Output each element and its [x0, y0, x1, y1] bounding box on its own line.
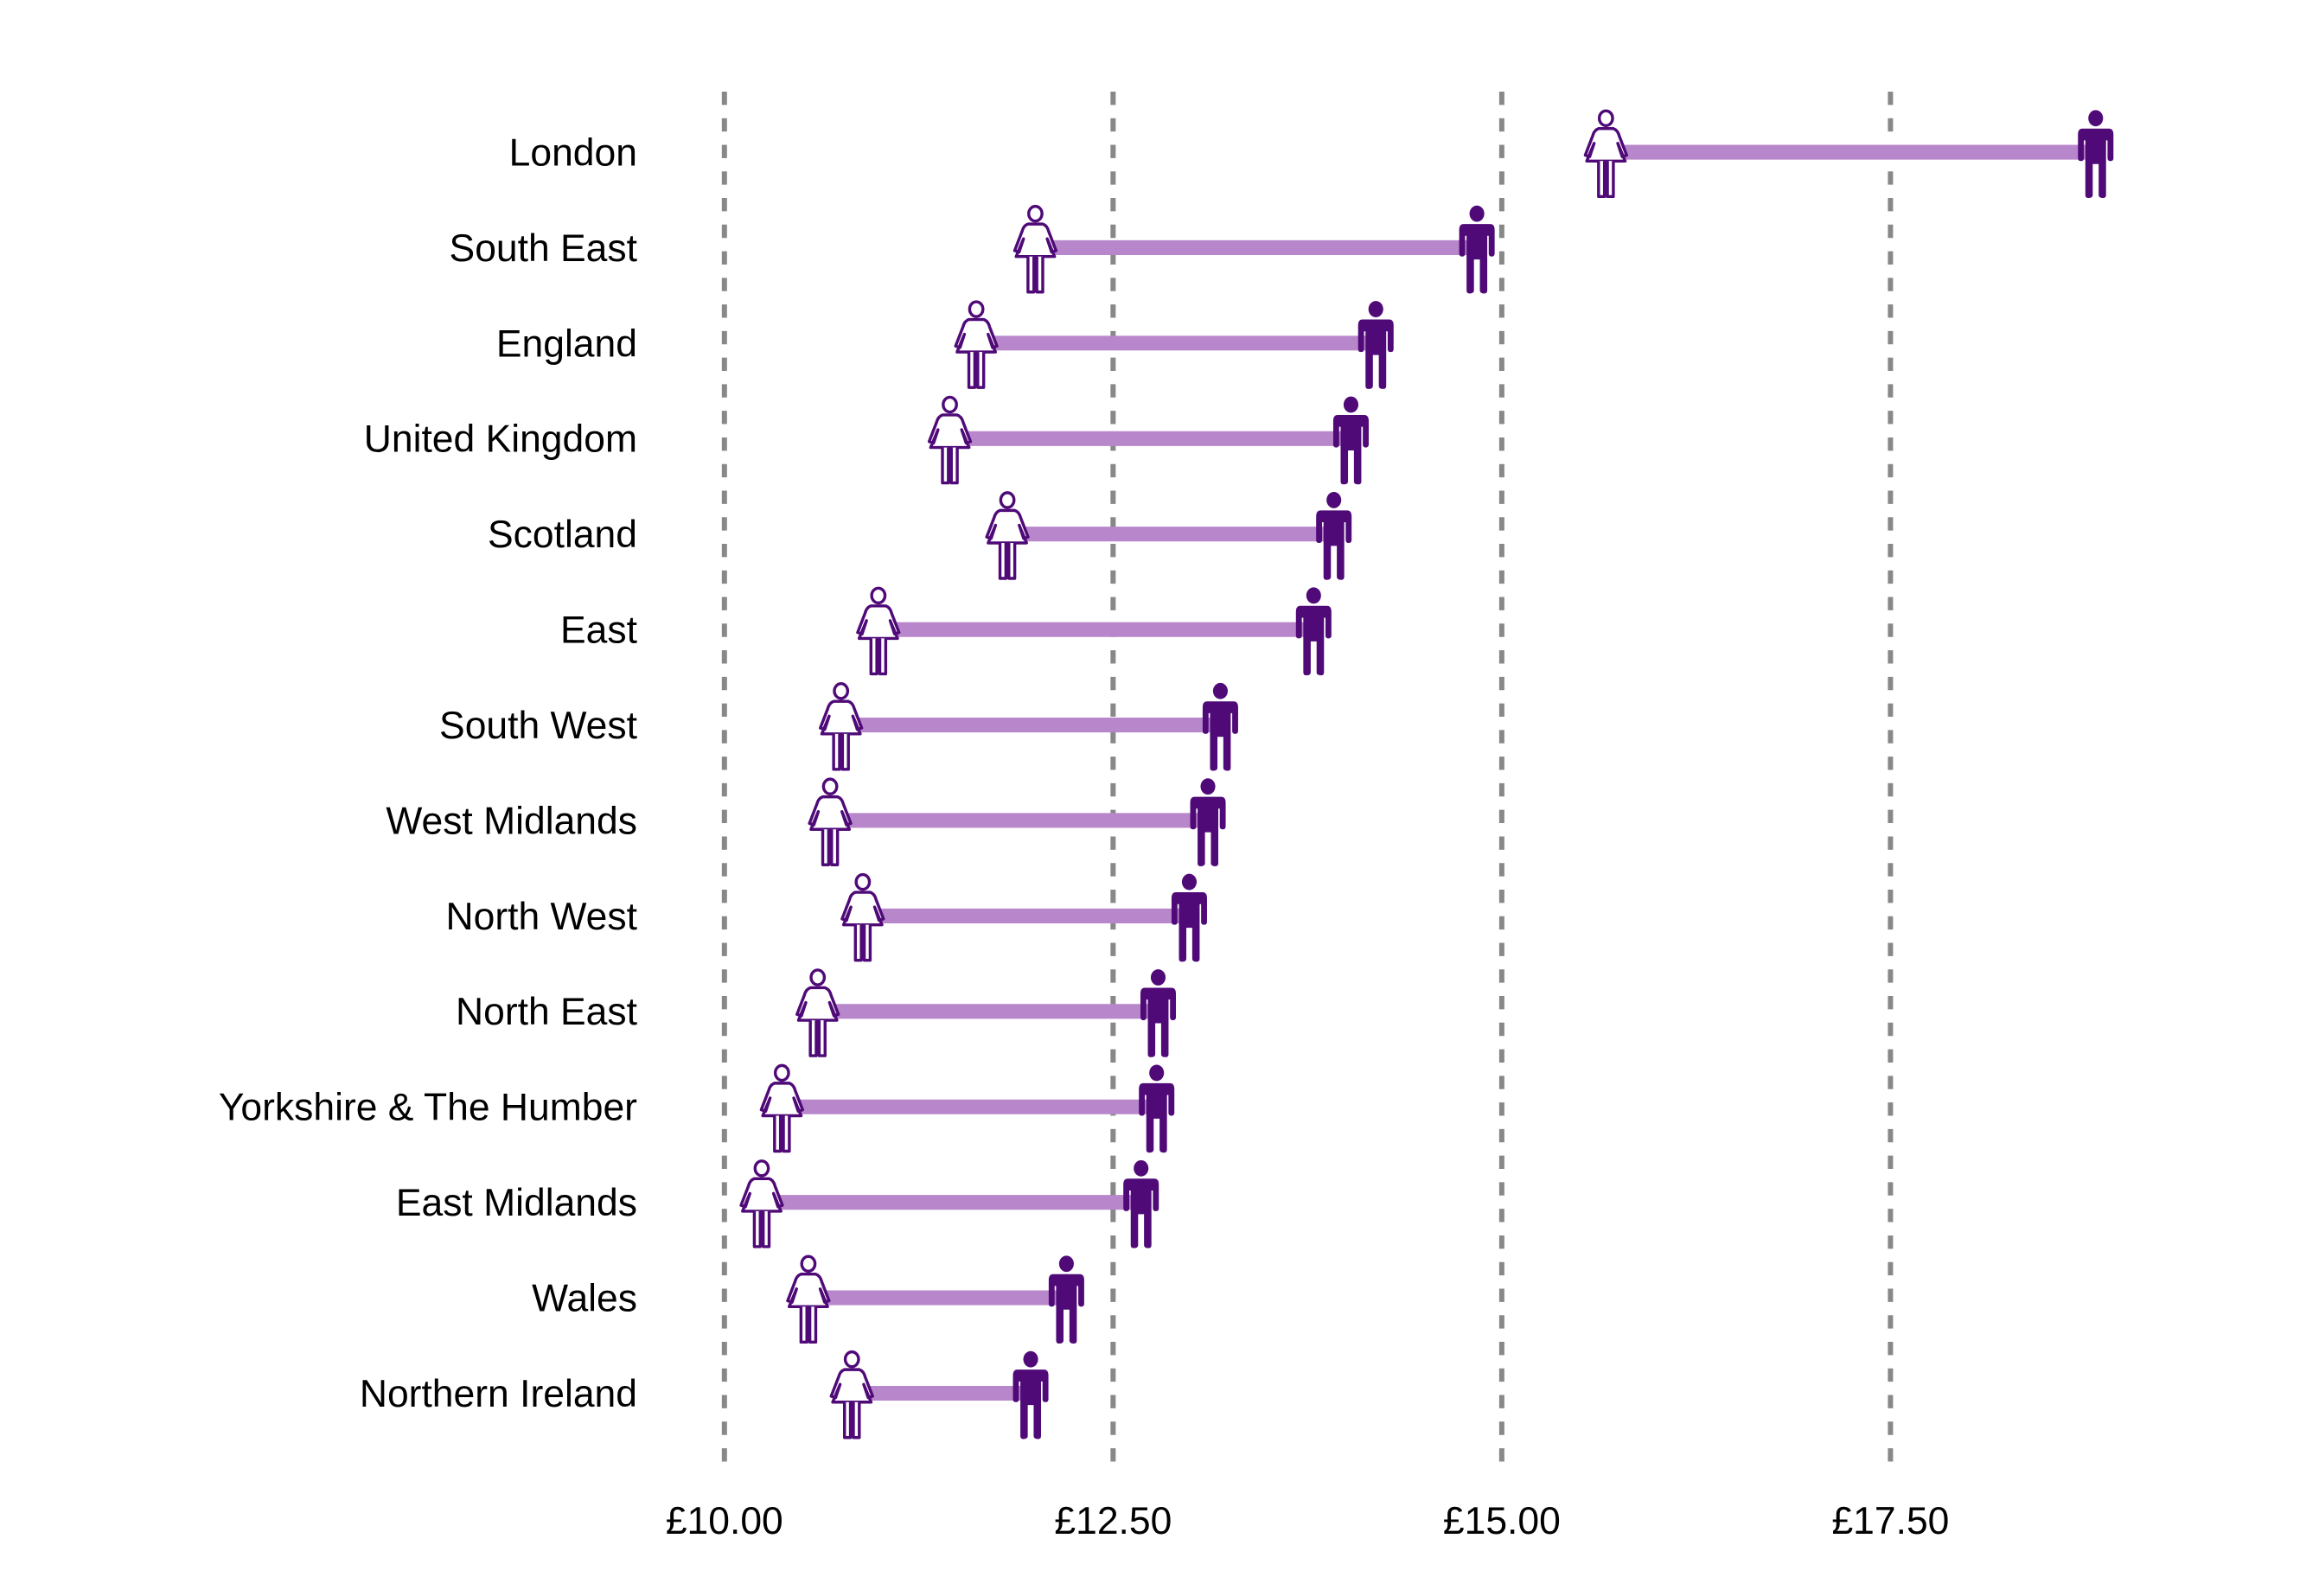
male-icon	[1123, 1159, 1159, 1248]
category-label: England	[496, 322, 637, 365]
female-icon	[1583, 109, 1628, 199]
male-icon	[2078, 110, 2114, 199]
x-axis: £10.00 £12.50 £15.00 £17.50	[666, 1500, 1950, 1542]
row: United Kingdom	[364, 395, 1369, 485]
female-icon	[1012, 204, 1058, 294]
category-label: West Midlands	[386, 800, 637, 842]
category-label: South West	[439, 705, 638, 747]
female-icon	[985, 491, 1030, 580]
x-tick-label: £15.00	[1443, 1500, 1561, 1542]
male-icon	[1357, 301, 1394, 389]
female-icon	[739, 1159, 784, 1248]
category-label: South East	[450, 227, 638, 270]
female-icon	[808, 777, 853, 866]
female-icon	[829, 1350, 874, 1440]
category-label: North West	[446, 896, 638, 938]
male-icon	[1048, 1255, 1084, 1344]
category-label: East Midlands	[396, 1182, 637, 1224]
row: North East	[456, 968, 1177, 1057]
female-icon	[954, 300, 999, 389]
row: London	[509, 109, 2114, 199]
row: North West	[446, 872, 1207, 962]
male-icon	[1202, 682, 1238, 771]
row: Wales	[532, 1254, 1084, 1344]
category-label: London	[509, 131, 637, 174]
x-tick-label: £10.00	[666, 1500, 783, 1542]
male-icon	[1316, 492, 1352, 580]
male-icon	[1140, 969, 1177, 1057]
male-icon	[1190, 778, 1226, 866]
plot-rows: London South East England United Kingdom Sco…	[219, 109, 2114, 1440]
male-icon	[1459, 205, 1495, 294]
x-tick-label: £12.50	[1054, 1500, 1172, 1542]
category-label: United Kingdom	[364, 418, 637, 461]
row: Yorkshire & The Humber	[219, 1063, 1175, 1153]
category-label: East	[560, 610, 638, 652]
female-icon	[840, 872, 885, 962]
row: England	[496, 300, 1394, 389]
row: West Midlands	[386, 777, 1226, 866]
category-label: North East	[456, 991, 638, 1033]
female-icon	[819, 681, 864, 771]
female-icon	[856, 586, 901, 676]
category-label: Wales	[532, 1277, 637, 1319]
category-label: Scotland	[488, 514, 637, 556]
category-label: Yorkshire & The Humber	[219, 1087, 637, 1129]
male-icon	[1332, 396, 1369, 485]
female-icon	[927, 395, 973, 485]
row: South East	[450, 204, 1495, 294]
row: Northern Ireland	[360, 1350, 1049, 1440]
male-icon	[1012, 1350, 1049, 1440]
x-tick-label: £17.50	[1831, 1500, 1949, 1542]
female-icon	[786, 1254, 831, 1344]
row: Scotland	[488, 491, 1352, 580]
grid-lines	[721, 91, 1894, 1471]
row: South West	[439, 681, 1238, 771]
male-icon	[1295, 587, 1332, 676]
category-label: Northern Ireland	[360, 1373, 637, 1415]
female-icon	[759, 1063, 804, 1153]
row: East	[560, 586, 1332, 676]
female-icon	[795, 968, 840, 1057]
male-icon	[1171, 873, 1207, 962]
male-icon	[1139, 1064, 1175, 1153]
row: East Midlands	[396, 1159, 1159, 1248]
